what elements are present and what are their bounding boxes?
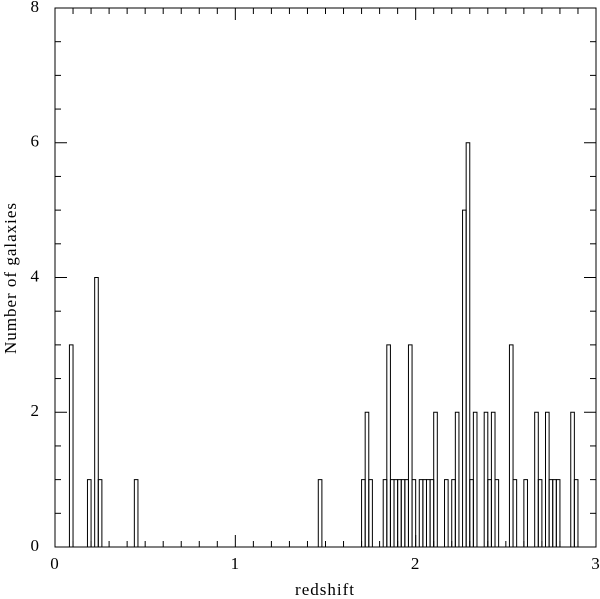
histogram-bar [534, 411, 539, 548]
histogram-bar [570, 411, 575, 548]
histogram-bar [451, 479, 456, 548]
histogram-bar [393, 479, 399, 548]
histogram-bar [444, 479, 449, 548]
y-tick-label: 4 [31, 266, 41, 285]
histogram-bar [490, 411, 496, 548]
histogram-bar [404, 479, 409, 548]
x-tick-label: 1 [231, 554, 241, 573]
histogram-bar [545, 411, 550, 548]
histogram-bar [411, 479, 417, 548]
histogram-bar [465, 142, 471, 548]
histogram-bar [400, 479, 406, 548]
y-tick-label: 8 [31, 0, 41, 16]
histogram-bar [469, 479, 474, 548]
histogram-bar [494, 479, 500, 548]
histogram-bar [548, 479, 554, 548]
histogram-bar [397, 479, 402, 548]
histogram-bar [483, 411, 489, 548]
histogram-bar [418, 479, 424, 548]
histogram-bar [361, 479, 366, 548]
histogram-bar [508, 344, 514, 548]
histogram-bar [86, 479, 92, 548]
histogram-bar [68, 344, 74, 548]
x-tick-label: 0 [50, 554, 60, 573]
x-axis-label: redshift [295, 580, 355, 599]
histogram-bar [454, 411, 460, 548]
histogram-bar [317, 479, 323, 548]
histogram-bar [407, 344, 413, 548]
histogram-bar [487, 479, 492, 548]
histogram-bar [386, 344, 391, 548]
histogram-bar [552, 479, 557, 548]
histogram-bar [573, 479, 579, 548]
y-tick-label: 6 [31, 132, 41, 151]
histogram-bar [555, 479, 561, 548]
histogram-bar [364, 411, 370, 548]
y-tick-label: 2 [31, 401, 41, 420]
y-tick-label: 0 [31, 536, 41, 555]
histogram-bar [389, 479, 395, 548]
histogram-bar [523, 479, 528, 548]
histogram-bar [425, 479, 431, 548]
histogram-bar [462, 209, 467, 548]
histogram-bar [433, 411, 438, 548]
histogram-bar [422, 479, 427, 548]
histogram-bar [133, 479, 139, 548]
histogram-bar [429, 479, 435, 548]
plot-frame [54, 7, 597, 548]
histogram-bar [368, 479, 373, 548]
histogram-bar [537, 479, 543, 548]
x-tick-label: 2 [411, 554, 421, 573]
histogram-bar [97, 479, 103, 548]
histogram-bar [472, 411, 478, 548]
x-tick-label: 3 [591, 554, 600, 573]
histogram-bar [382, 479, 388, 548]
y-axis-label: Number of galaxies [1, 202, 20, 354]
histogram-bar [94, 277, 99, 548]
histogram-bar [512, 479, 518, 548]
